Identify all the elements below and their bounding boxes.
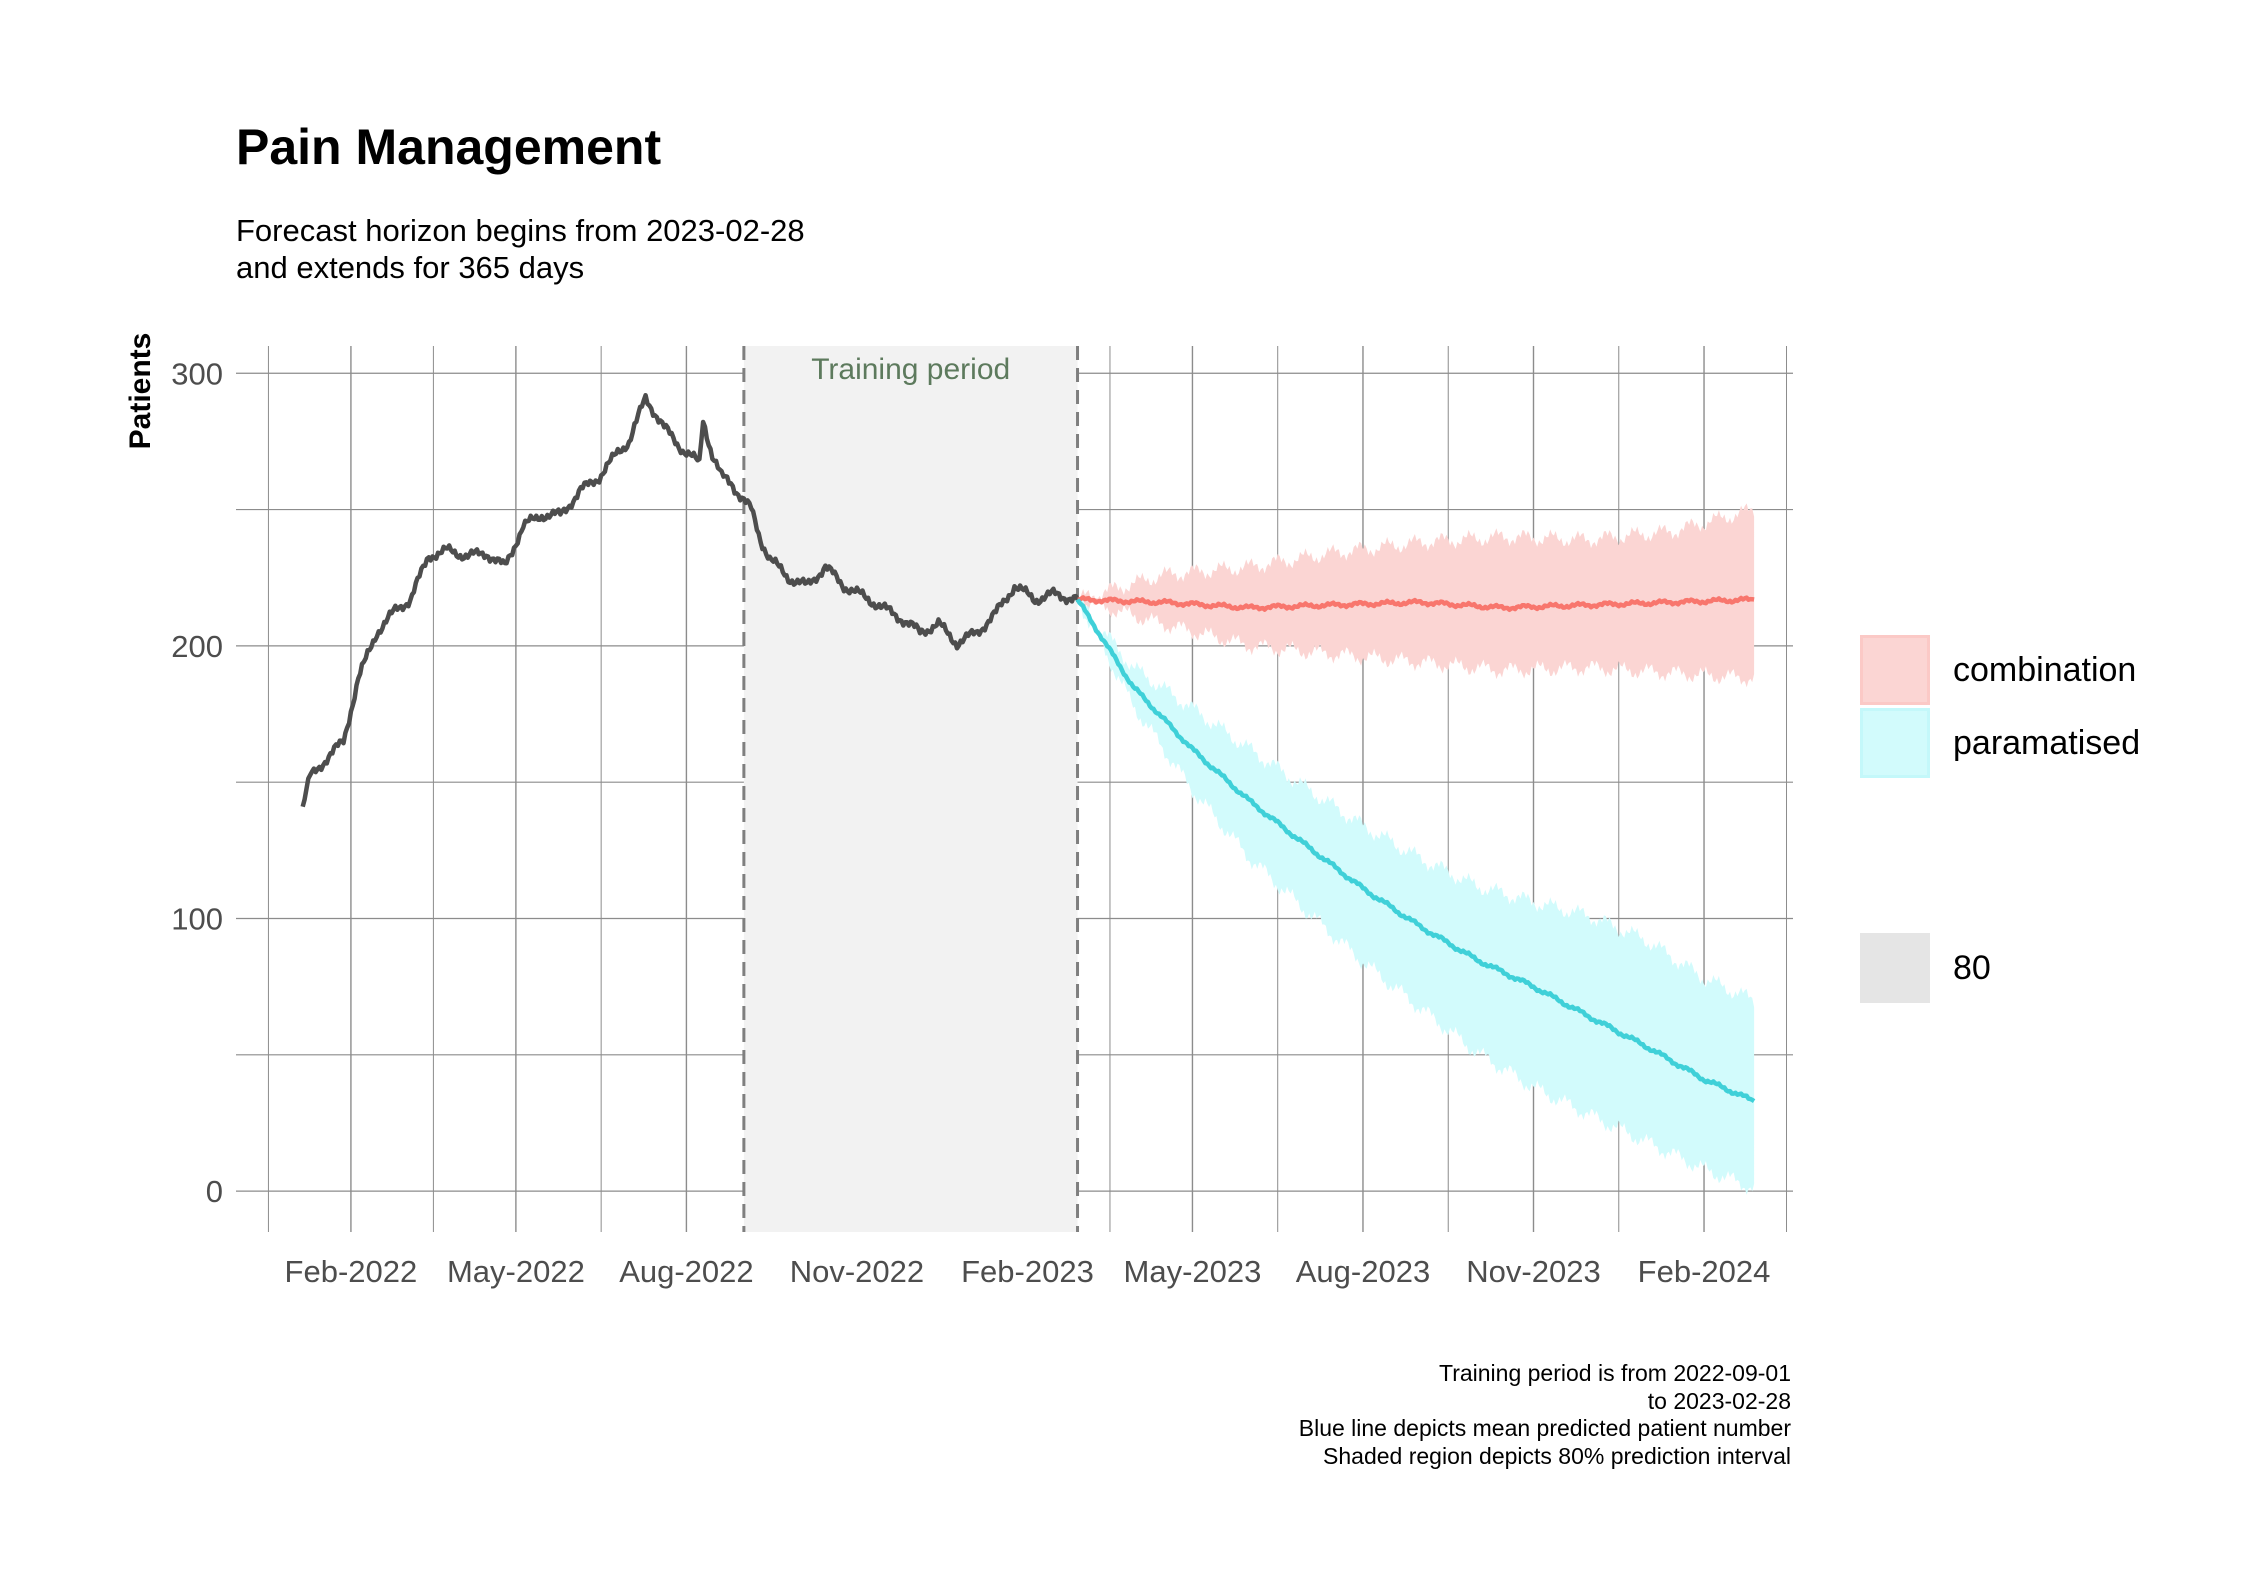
legend-item-paramatised: paramatised (1860, 708, 2240, 778)
legend-label: paramatised (1953, 724, 2141, 762)
x-tick-label: Feb-2023 (961, 1254, 1094, 1289)
series-line-observed (300, 392, 1080, 808)
training-period-shading (743, 346, 1078, 1232)
y-tick-label: 0 (206, 1174, 223, 1209)
legend-key-combination (1860, 635, 1930, 705)
x-axis-ticks: Feb-2022 May-2022 Aug-2022 Nov-2022 Feb-2023… (285, 1254, 1771, 1289)
series-line-combination (1077, 595, 1755, 613)
caption-line: to 2023-02-28 (1647, 1387, 1791, 1414)
x-tick-label: May-2022 (447, 1254, 585, 1289)
x-tick-label: Nov-2022 (790, 1254, 924, 1289)
y-tick-label: 200 (171, 629, 223, 664)
legend-label: combination (1953, 651, 2137, 689)
series-lines (300, 392, 1756, 1104)
y-tick-label: 300 (171, 356, 223, 391)
chart-title: Pain Management (236, 119, 662, 175)
caption-line: Blue line depicts mean predicted patient… (1298, 1415, 1791, 1441)
legend-key-interval (1860, 933, 1930, 1003)
caption-line: Shaded region depicts 80% prediction int… (1323, 1442, 1791, 1469)
legend-label: 80 (1953, 949, 1991, 987)
x-tick-label: Feb-2022 (285, 1254, 418, 1289)
chart-caption: Training period is from 2022-09-01 to 20… (1299, 1360, 1791, 1470)
y-axis-ticks: 0 100 200 300 (171, 356, 223, 1209)
interval-band-combination (1077, 503, 1755, 688)
x-tick-label: Aug-2022 (619, 1254, 753, 1289)
x-tick-label: Nov-2023 (1466, 1254, 1600, 1289)
caption-line: Training period is from 2022-09-01 (1439, 1360, 1791, 1386)
x-tick-label: Aug-2023 (1296, 1254, 1430, 1289)
legend-item-interval: 80 (1860, 933, 2240, 1003)
series-line-paramatised (1075, 598, 1756, 1104)
x-tick-label: May-2023 (1124, 1254, 1262, 1289)
subtitle-line: and extends for 365 days (236, 250, 585, 285)
legend-key-paramatised (1860, 708, 1930, 778)
training-period-label: Training period (811, 353, 1010, 386)
legend-item-combination: combination (1860, 635, 2240, 705)
chart-subtitle: Forecast horizon begins from 2023-02-28 … (236, 212, 805, 286)
x-tick-label: Feb-2024 (1638, 1254, 1771, 1289)
interval-band-paramatised (1077, 597, 1755, 1195)
prediction-intervals (1077, 503, 1755, 1195)
subtitle-line: Forecast horizon begins from 2023-02-28 (236, 213, 805, 248)
y-axis-label: Patients (124, 333, 157, 450)
y-tick-label: 100 (171, 901, 223, 936)
